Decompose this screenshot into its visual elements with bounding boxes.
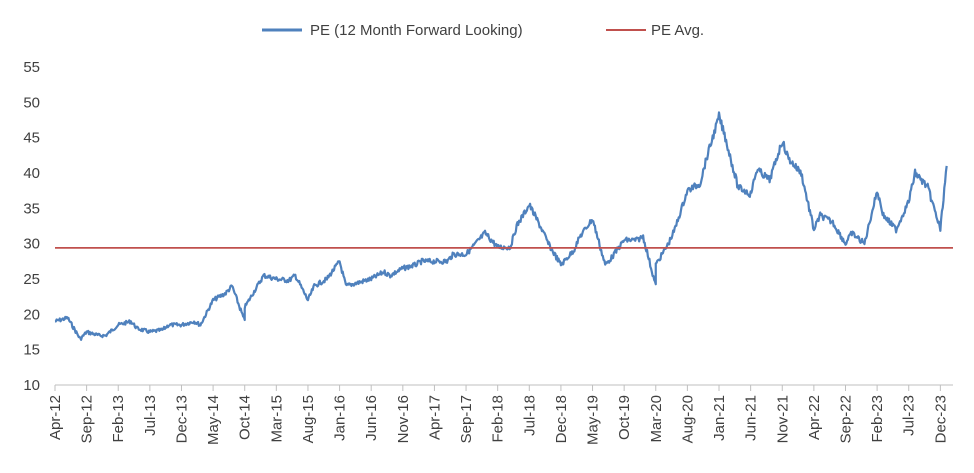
x-tick-label: Dec-13 <box>173 395 190 443</box>
x-tick-label: May-14 <box>205 395 222 445</box>
x-tick-label: Feb-23 <box>869 395 886 443</box>
x-tick-label: Sep-22 <box>837 395 854 443</box>
legend-label-pe-forward: PE (12 Month Forward Looking) <box>310 22 523 39</box>
x-tick-label: Aug-20 <box>679 395 696 443</box>
x-tick-label: Sep-12 <box>79 395 96 443</box>
x-tick-label: Mar-15 <box>268 395 285 443</box>
x-tick-label: Dec-18 <box>553 395 570 443</box>
x-tick-label: Nov-16 <box>395 395 412 443</box>
x-tick-label: Jul-18 <box>521 395 538 436</box>
x-tick-label: Jan-16 <box>332 395 349 441</box>
x-tick-label: Aug-15 <box>300 395 317 443</box>
x-tick-label: Jan-21 <box>711 395 728 441</box>
x-tick-label: Apr-22 <box>806 395 823 440</box>
x-tick-label: Jul-23 <box>901 395 918 436</box>
y-tick-label: 20 <box>23 306 40 323</box>
x-tick-label: Jun-21 <box>743 395 760 441</box>
x-tick-label: May-19 <box>585 395 602 445</box>
x-tick-label: Feb-13 <box>110 395 127 443</box>
y-tick-label: 35 <box>23 200 40 217</box>
y-tick-label: 25 <box>23 271 40 288</box>
plot-area <box>54 111 953 341</box>
y-tick-label: 50 <box>23 94 40 111</box>
legend-label-pe-avg: PE Avg. <box>651 22 704 39</box>
x-tick-label: Jul-13 <box>142 395 159 436</box>
y-tick-label: 45 <box>23 130 40 147</box>
y-tick-label: 40 <box>23 165 40 182</box>
x-tick-label: Dec-23 <box>932 395 949 443</box>
y-tick-label: 15 <box>23 342 40 359</box>
y-tick-label: 10 <box>23 377 40 394</box>
x-axis: Apr-12 Sep-12 Feb-13 Jul-13 Dec-13 May-14 Oct-… <box>47 384 953 445</box>
x-tick-label: Jun-16 <box>363 395 380 441</box>
y-tick-label: 55 <box>23 59 40 76</box>
x-tick-label: Sep-17 <box>458 395 475 443</box>
x-tick-label: Apr-12 <box>47 395 64 440</box>
x-tick-label: Oct-14 <box>237 395 254 440</box>
series-line-pe-forward <box>54 111 948 341</box>
x-tick-label: Mar-20 <box>648 395 665 443</box>
x-tick-label: Apr-17 <box>426 395 443 440</box>
x-tick-label: Nov-21 <box>774 395 791 443</box>
y-axis: 10 15 20 25 30 35 40 45 50 55 <box>23 59 40 394</box>
x-tick-label: Feb-18 <box>490 395 507 443</box>
y-tick-label: 30 <box>23 236 40 253</box>
x-tick-label: Oct-19 <box>616 395 633 440</box>
legend: PE (12 Month Forward Looking) PE Avg. <box>262 22 704 39</box>
